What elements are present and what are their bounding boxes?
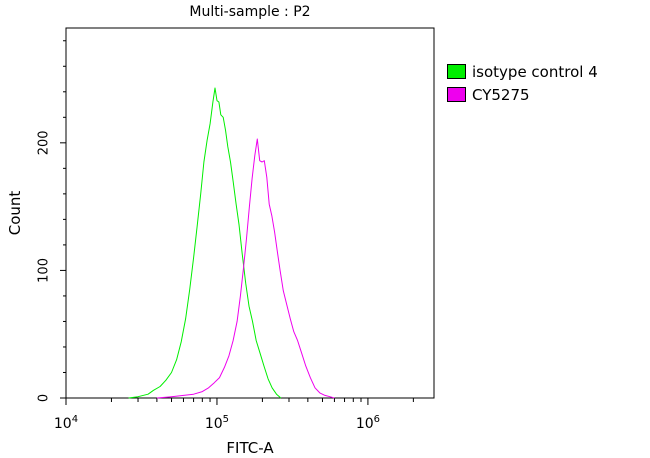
x-tick-label-exponent: 5 [223,414,229,425]
x-tick-label-exponent: 4 [72,414,78,425]
x-axis-label: FITC-A [226,439,274,457]
series-line-0 [128,87,282,399]
x-tick-label-base: 10 [54,416,72,432]
series-line-1 [156,138,335,399]
x-tick-label-exponent: 6 [374,414,380,425]
x-tick-label: 106 [356,414,380,432]
x-tick-label-base: 10 [356,416,374,432]
chart-title: Multi-sample : P2 [189,4,311,20]
legend-swatch-isotype [447,64,466,79]
x-tick-label: 105 [205,414,229,432]
legend: isotype control 4 CY5275 [447,60,598,106]
y-tick-label-0: 0 [37,394,52,402]
x-tick-label: 104 [54,414,78,432]
legend-item-cy5275: CY5275 [447,83,598,106]
x-tick-label-base: 10 [205,416,223,432]
x-axis-ticks: 104 105 106 [54,398,414,432]
legend-swatch-cy5275 [447,87,466,102]
series-layer [128,87,335,399]
legend-label-cy5275: CY5275 [472,85,530,104]
legend-item-isotype: isotype control 4 [447,60,598,83]
y-tick-label-100: 100 [37,258,52,283]
y-axis-label: Count [6,191,24,236]
plot-frame [65,27,435,399]
y-tick-label-200: 200 [37,130,52,155]
legend-label-isotype: isotype control 4 [472,62,598,81]
y-axis-ticks: 0 100 200 [37,40,66,402]
